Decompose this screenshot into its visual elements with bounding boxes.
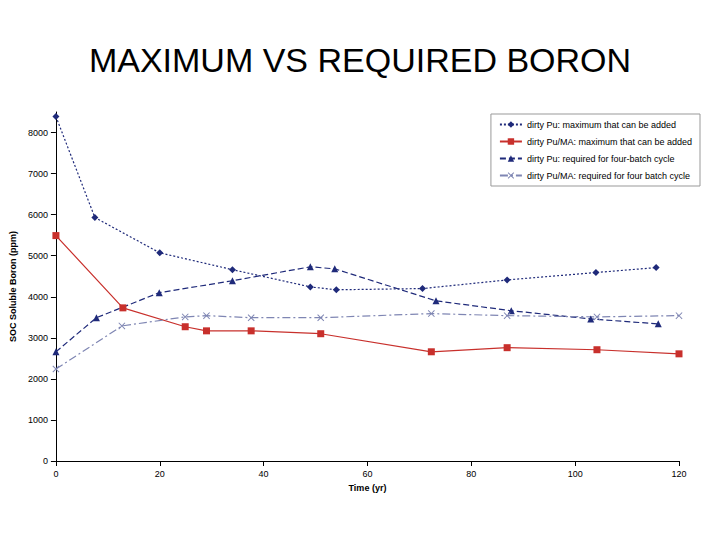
svg-text:120: 120 [671, 469, 686, 479]
svg-text:0: 0 [43, 456, 48, 466]
svg-text:dirty Pu/MA: required for four: dirty Pu/MA: required for four batch cyc… [527, 171, 690, 181]
svg-text:dirty Pu: required for four-ba: dirty Pu: required for four-batch cycle [527, 154, 675, 164]
svg-text:5000: 5000 [28, 251, 48, 261]
svg-text:Time (yr): Time (yr) [349, 483, 387, 493]
svg-text:60: 60 [362, 469, 372, 479]
svg-text:1000: 1000 [28, 415, 48, 425]
svg-text:MAXIMUM VS REQUIRED BORON: MAXIMUM VS REQUIRED BORON [89, 41, 631, 79]
svg-text:20: 20 [155, 469, 165, 479]
svg-text:SOC Soluble Boron (ppm): SOC Soluble Boron (ppm) [8, 231, 18, 342]
svg-text:80: 80 [466, 469, 476, 479]
svg-text:2000: 2000 [28, 374, 48, 384]
svg-text:dirty Pu/MA: maximum that can: dirty Pu/MA: maximum that can be added [527, 137, 692, 147]
svg-text:40: 40 [259, 469, 269, 479]
svg-text:6000: 6000 [28, 210, 48, 220]
svg-text:100: 100 [568, 469, 583, 479]
svg-text:0: 0 [53, 469, 58, 479]
svg-text:dirty Pu: maximum that can be: dirty Pu: maximum that can be added [527, 120, 676, 130]
svg-text:4000: 4000 [28, 292, 48, 302]
svg-text:3000: 3000 [28, 333, 48, 343]
svg-text:8000: 8000 [28, 128, 48, 138]
svg-text:7000: 7000 [28, 169, 48, 179]
